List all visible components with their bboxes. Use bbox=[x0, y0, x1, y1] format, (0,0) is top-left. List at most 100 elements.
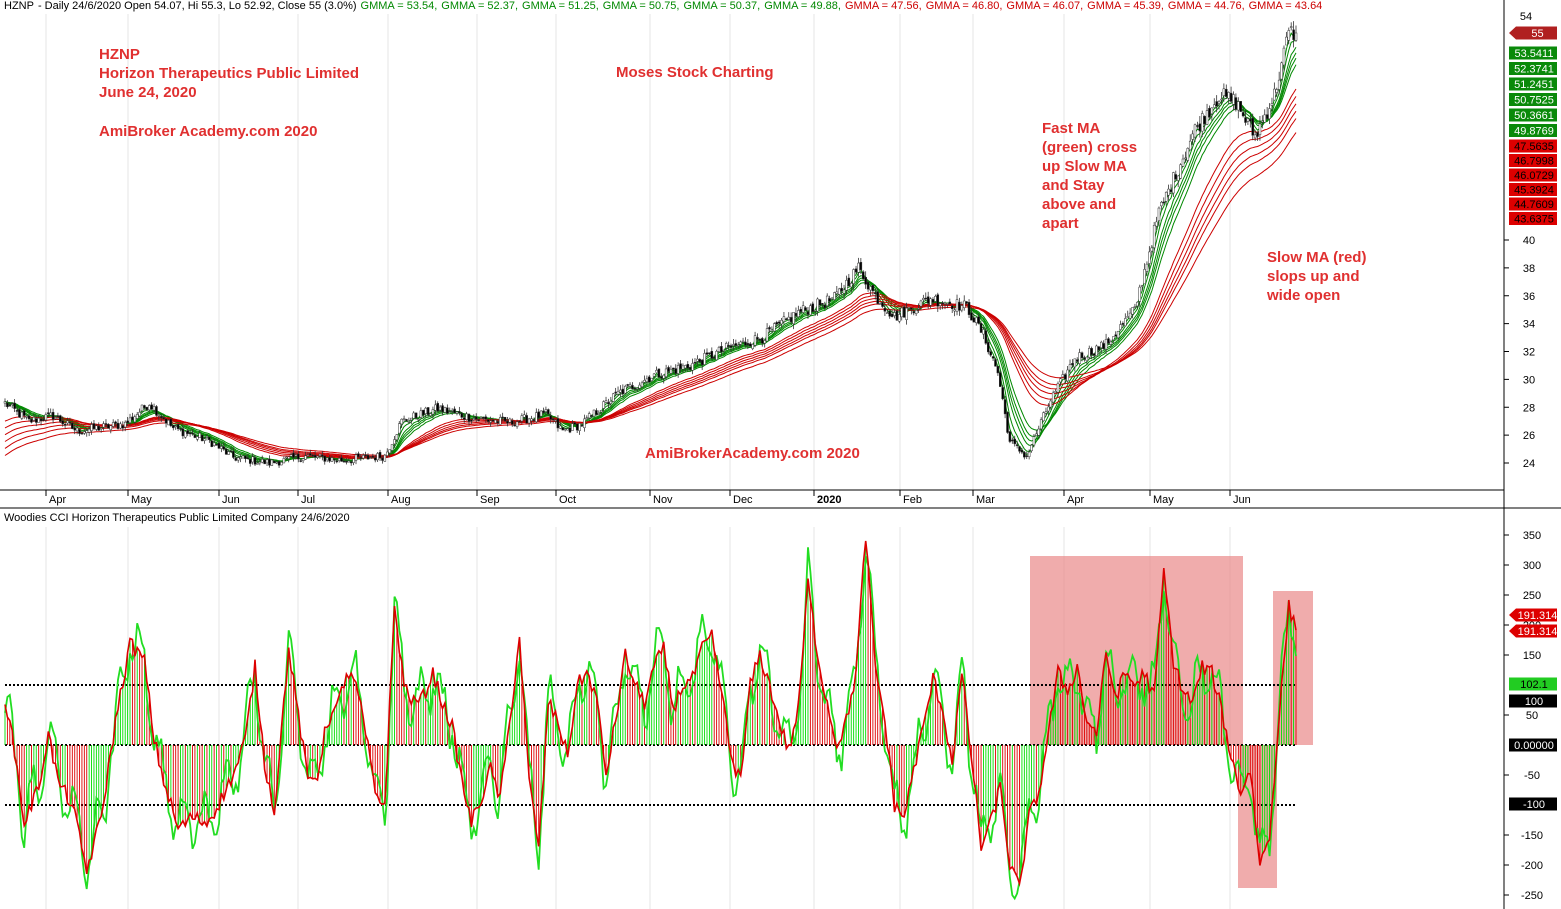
candle-body bbox=[61, 420, 64, 425]
candle-body bbox=[638, 384, 641, 389]
candle-body bbox=[698, 359, 702, 363]
candle-body bbox=[1239, 101, 1242, 112]
candle-body bbox=[999, 372, 1002, 387]
candle-body bbox=[672, 367, 675, 370]
candle-body bbox=[785, 318, 788, 320]
candle-body bbox=[513, 424, 516, 427]
candle-body bbox=[1037, 428, 1041, 436]
candle-body bbox=[494, 419, 497, 424]
y-tick-label: 30 bbox=[1523, 374, 1535, 386]
candle-body bbox=[780, 319, 783, 325]
gmma-header-value: GMMA = 49.88, bbox=[764, 0, 841, 12]
candle-body bbox=[15, 410, 19, 412]
candle-body bbox=[1150, 247, 1154, 252]
candle-body bbox=[852, 269, 855, 284]
candle-body bbox=[458, 411, 461, 413]
candle-body bbox=[871, 284, 875, 292]
slow-gmma-line bbox=[4, 96, 1297, 459]
candle-body bbox=[73, 427, 76, 431]
candle-body bbox=[460, 412, 464, 418]
gmma-header-value: GMMA = 45.39, bbox=[1087, 0, 1164, 12]
fast-gmma-tag bbox=[1509, 108, 1557, 122]
fast-gmma-tag bbox=[1509, 46, 1557, 60]
y-tick-label: -250 bbox=[1521, 890, 1543, 902]
candle-body bbox=[511, 420, 514, 425]
candle-body bbox=[1097, 346, 1101, 351]
current-price-tag bbox=[1516, 26, 1557, 40]
candle-body bbox=[104, 423, 108, 425]
candle-body bbox=[520, 415, 524, 422]
cci-plot bbox=[4, 540, 1297, 901]
candle-body bbox=[1280, 62, 1283, 80]
candle-body bbox=[400, 418, 403, 425]
candle-body bbox=[1289, 26, 1293, 28]
candle-body bbox=[530, 418, 533, 422]
candle-body bbox=[1027, 451, 1031, 457]
candle-body bbox=[1220, 98, 1223, 101]
candle-body bbox=[1124, 318, 1127, 327]
candle-body bbox=[1294, 32, 1298, 41]
candle-body bbox=[87, 428, 91, 433]
y-tick-label: -150 bbox=[1521, 830, 1543, 842]
fast-ma-line: Fast MA bbox=[1042, 120, 1101, 137]
candle-body bbox=[770, 329, 774, 332]
candle-body bbox=[926, 296, 930, 304]
fast-gmma-line bbox=[4, 52, 1297, 463]
candle-body bbox=[1056, 383, 1060, 393]
candle-body bbox=[508, 418, 512, 423]
candle-body bbox=[25, 416, 28, 418]
fast-gmma-tag bbox=[1509, 62, 1557, 75]
candle-body bbox=[398, 423, 401, 434]
candle-body bbox=[188, 432, 192, 435]
candle-body bbox=[482, 417, 485, 419]
candle-body bbox=[75, 427, 79, 432]
candle-body bbox=[186, 430, 189, 434]
level-high-tag-text: 100 bbox=[1525, 696, 1543, 708]
candle-body bbox=[436, 403, 439, 412]
candle-body bbox=[1025, 455, 1028, 457]
current-price-tag-text: 55 bbox=[1531, 28, 1543, 40]
candle-body bbox=[489, 420, 492, 423]
candle-body bbox=[636, 387, 639, 390]
candle-body bbox=[549, 415, 552, 420]
candle-body bbox=[720, 346, 723, 353]
candle-body bbox=[1256, 132, 1259, 137]
candle-body bbox=[1068, 364, 1072, 371]
candle-body bbox=[364, 454, 367, 457]
candle-body bbox=[294, 454, 298, 457]
candle-body bbox=[1172, 172, 1175, 194]
candle-body bbox=[352, 458, 355, 463]
candle-body bbox=[1246, 118, 1250, 122]
candle-body bbox=[883, 307, 887, 312]
candle-body bbox=[123, 421, 127, 428]
candle-body bbox=[1174, 174, 1178, 180]
candle-body bbox=[174, 425, 177, 428]
x-tick-label: May bbox=[1153, 494, 1174, 506]
candle-body bbox=[239, 456, 242, 459]
y-tick-label: 36 bbox=[1523, 291, 1535, 303]
candle-body bbox=[234, 457, 238, 461]
candle-body bbox=[1090, 348, 1093, 355]
slow-gmma-tag bbox=[1509, 183, 1557, 196]
candle-body bbox=[373, 457, 377, 461]
candle-body bbox=[984, 330, 988, 344]
cci-value-tag bbox=[1516, 608, 1557, 622]
highlight-box bbox=[1030, 556, 1243, 745]
y-tick-label: 250 bbox=[1523, 590, 1541, 602]
candle-body bbox=[422, 409, 425, 416]
candle-body bbox=[1275, 89, 1279, 93]
cci-value-tag bbox=[1516, 624, 1557, 638]
candle-body bbox=[688, 367, 692, 370]
candle-body bbox=[191, 432, 194, 435]
candle-body bbox=[1003, 399, 1007, 415]
candle-body bbox=[434, 404, 437, 411]
candle-body bbox=[881, 302, 884, 307]
candle-body bbox=[934, 295, 937, 302]
slow-gmma-line bbox=[4, 132, 1297, 456]
candle-body bbox=[1095, 345, 1098, 356]
candle-body bbox=[1001, 387, 1004, 400]
candle-body bbox=[426, 407, 430, 415]
candle-body bbox=[1241, 112, 1245, 117]
candle-body bbox=[1287, 30, 1291, 41]
y-tick-label: 24 bbox=[1523, 458, 1535, 470]
